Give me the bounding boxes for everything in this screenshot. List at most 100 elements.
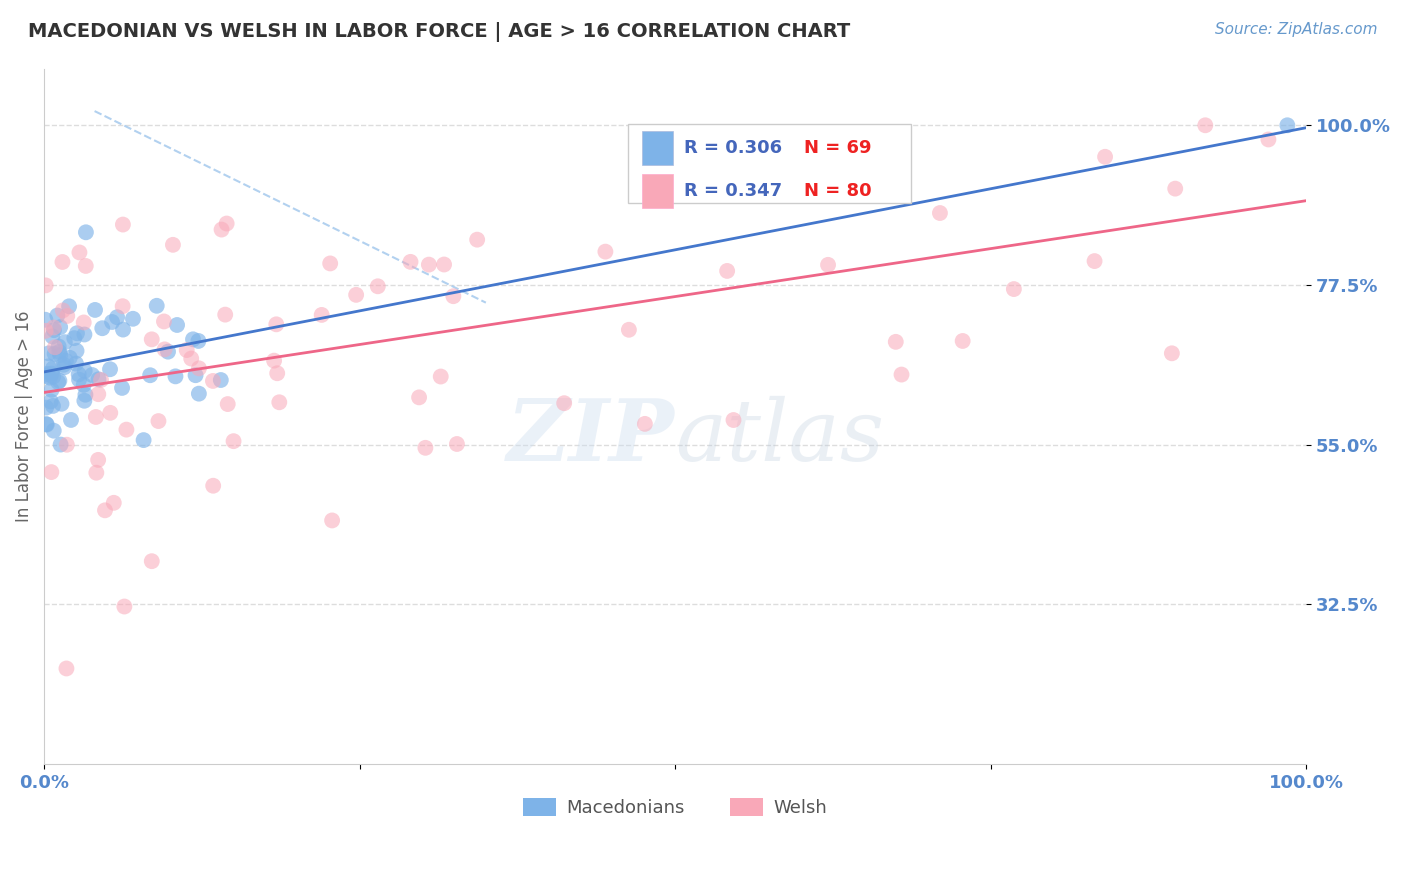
Point <box>52 303 75 318</box>
Text: N = 80: N = 80 <box>804 182 872 200</box>
Point <box>176 343 198 357</box>
Point <box>187 334 209 348</box>
Point <box>723 413 745 427</box>
Point <box>148 414 170 428</box>
Text: MACEDONIAN VS WELSH IN LABOR FORCE | AGE > 16 CORRELATION CHART: MACEDONIAN VS WELSH IN LABOR FORCE | AGE… <box>28 22 851 42</box>
Text: R = 0.306: R = 0.306 <box>685 139 782 157</box>
Point <box>187 386 209 401</box>
Text: N = 69: N = 69 <box>804 139 872 157</box>
Point <box>884 334 907 349</box>
Text: R = 0.347: R = 0.347 <box>685 182 782 200</box>
Point <box>215 217 238 231</box>
Point <box>214 308 236 322</box>
Point <box>408 390 430 404</box>
Point <box>344 288 367 302</box>
Point <box>42 320 65 334</box>
Point <box>56 438 79 452</box>
Point <box>41 465 63 479</box>
Point <box>87 387 110 401</box>
Point <box>42 361 65 376</box>
Point <box>952 334 974 348</box>
Point <box>321 513 343 527</box>
Point <box>34 324 56 338</box>
Point <box>75 387 97 401</box>
Point <box>115 423 138 437</box>
Point <box>66 326 89 341</box>
Point <box>429 369 451 384</box>
Point <box>399 255 422 269</box>
Point <box>38 346 60 360</box>
Text: Source: ZipAtlas.com: Source: ZipAtlas.com <box>1215 22 1378 37</box>
Point <box>73 393 96 408</box>
Point <box>153 343 176 357</box>
Point <box>1002 282 1025 296</box>
Point <box>418 258 440 272</box>
Point <box>111 218 134 232</box>
Point <box>51 255 73 269</box>
Point <box>67 373 90 387</box>
Point <box>111 381 134 395</box>
Point <box>35 401 58 415</box>
Point <box>60 413 83 427</box>
Point <box>35 417 58 431</box>
Point <box>112 599 135 614</box>
Point <box>41 383 63 397</box>
Point <box>201 374 224 388</box>
Point <box>1083 254 1105 268</box>
Point <box>202 479 225 493</box>
Point <box>42 399 65 413</box>
Point <box>162 237 184 252</box>
Point <box>49 437 72 451</box>
Point <box>465 233 488 247</box>
Point <box>367 279 389 293</box>
Point <box>34 278 56 293</box>
Point <box>890 368 912 382</box>
Point <box>34 368 56 383</box>
Point <box>42 323 65 337</box>
Point <box>634 417 657 431</box>
Legend: Macedonians, Welsh: Macedonians, Welsh <box>516 790 834 824</box>
Point <box>65 357 87 371</box>
Point <box>103 496 125 510</box>
Point <box>311 308 333 322</box>
Point <box>73 327 96 342</box>
Point <box>139 368 162 383</box>
Point <box>1094 150 1116 164</box>
Point <box>166 318 188 332</box>
Point <box>1194 118 1216 132</box>
Point <box>184 368 207 383</box>
Point <box>141 554 163 568</box>
Point <box>1277 118 1299 132</box>
Point <box>617 323 640 337</box>
Point <box>59 351 82 365</box>
Point <box>634 141 657 155</box>
Point <box>55 354 77 368</box>
Point <box>84 409 107 424</box>
Point <box>41 367 63 381</box>
Point <box>53 335 76 350</box>
Point <box>53 360 76 375</box>
Point <box>181 332 204 346</box>
Point <box>56 309 79 323</box>
Point <box>441 289 464 303</box>
Point <box>1160 346 1182 360</box>
Point <box>553 396 575 410</box>
Point <box>58 299 80 313</box>
Point <box>145 299 167 313</box>
Point <box>669 183 692 197</box>
Point <box>319 256 342 270</box>
Point <box>98 406 121 420</box>
Point <box>52 358 75 372</box>
Point <box>263 353 285 368</box>
Point <box>37 359 59 374</box>
Point <box>87 453 110 467</box>
Point <box>41 329 63 343</box>
Point <box>63 331 86 345</box>
Point <box>48 374 70 388</box>
Point <box>67 368 90 382</box>
Point <box>48 345 70 359</box>
Point <box>42 424 65 438</box>
Point <box>51 397 73 411</box>
Point <box>141 332 163 346</box>
Point <box>49 348 72 362</box>
